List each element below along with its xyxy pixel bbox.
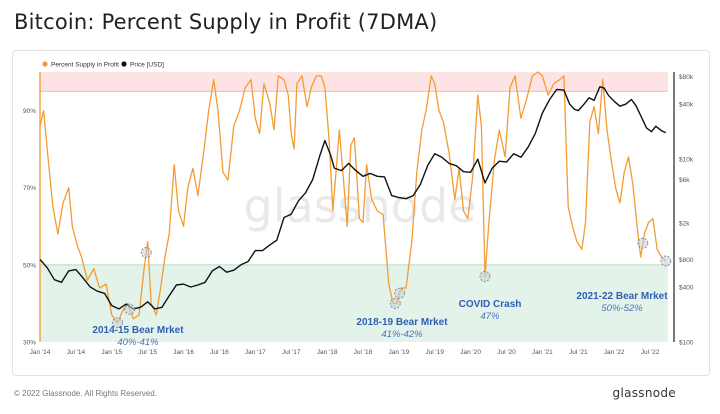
annotation-detail: 41%-42% [381, 329, 423, 340]
x-tick-label: Jul '22 [641, 349, 660, 356]
x-tick-label: Jan '17 [245, 349, 266, 356]
y-tick-label-right: $400 [679, 284, 694, 291]
bottom-markers [112, 237, 672, 329]
bottom-marker [637, 237, 649, 249]
annotation-bear-2021-22: 2021-22 Bear Mrket 50%-52% [576, 291, 668, 314]
y-tick-label-left: 70% [23, 185, 36, 192]
series-line-price [39, 86, 667, 310]
legend-dot-supply [42, 61, 48, 67]
annotation-title: COVID Crash [459, 299, 522, 310]
x-tick-label: Jul '14 [67, 349, 86, 356]
x-axis: Jan '14 Jul '14 Jan '15 Jul '15 Jan '16 Jul '… [30, 349, 660, 356]
x-tick-label: Jan '20 [460, 349, 481, 356]
annotation-bear-2014-15: 2014-15 Bear Mrket 40%-41% [92, 325, 184, 348]
x-tick-label: Jan '18 [317, 349, 338, 356]
legend-label-supply: Percent Supply in Profit [51, 62, 119, 69]
legend-dot-price [121, 61, 127, 67]
y-tick-label-right: $2k [679, 221, 690, 228]
x-tick-label: Jul '21 [569, 349, 588, 356]
x-tick-label: Jul '20 [497, 349, 516, 356]
annotation-title: 2014-15 Bear Mrket [92, 325, 184, 336]
legend: Percent Supply in Profit Price [USD] [42, 61, 164, 69]
page-title: Bitcoin: Percent Supply in Profit (7DMA) [14, 10, 438, 34]
y-axis-right: $100 $400 $800 $2k $6k $10k $40k $80k [673, 72, 694, 347]
annotation-detail: 50%-52% [601, 303, 643, 314]
bottom-marker [394, 287, 406, 299]
bottom-marker [112, 317, 123, 329]
legend-label-price: Price [USD] [130, 62, 164, 69]
bottom-marker [479, 270, 491, 282]
x-tick-label: Jul '16 [210, 349, 229, 356]
y-tick-label-right: $10k [679, 157, 694, 164]
y-tick-label-right: $40k [679, 102, 694, 109]
x-tick-label: Jul '17 [282, 349, 301, 356]
brand-logo: glassnode [612, 386, 676, 400]
x-tick-label: Jul '15 [138, 349, 157, 356]
bottom-marker [660, 255, 672, 267]
x-tick-label: Jan '16 [173, 349, 194, 356]
x-tick-label: Jan '21 [532, 349, 553, 356]
watermark: glassnode [244, 179, 477, 233]
x-tick-label: Jan '22 [604, 349, 625, 356]
copyright: © 2022 Glassnode. All Rights Reserved. [14, 389, 157, 398]
y-tick-label-left: 90% [23, 108, 36, 115]
annotation-title: 2021-22 Bear Mrket [576, 291, 668, 302]
bottom-marker [389, 297, 401, 309]
annotation-title: 2018-19 Bear Mrket [356, 317, 448, 328]
y-tick-label-right: $6k [679, 177, 690, 184]
annotation-bear-2018-19: 2018-19 Bear Mrket 41%-42% [356, 317, 448, 340]
y-tick-label-left: 30% [23, 340, 36, 347]
x-tick-label: Jan '19 [388, 349, 409, 356]
upper-zone [40, 72, 668, 92]
y-tick-label-right: $100 [679, 340, 694, 347]
y-tick-label-left: 50% [23, 262, 36, 269]
x-tick-label: Jan '15 [101, 349, 122, 356]
y-tick-label-right: $800 [679, 257, 694, 264]
y-tick-label-right: $80k [679, 74, 694, 81]
x-tick-label: Jan '14 [30, 349, 51, 356]
annotation-detail: 47% [480, 311, 500, 322]
x-tick-label: Jul '19 [425, 349, 444, 356]
bottom-marker [124, 303, 136, 315]
bottom-marker [140, 247, 152, 258]
y-axis-left: 30% 50% 70% 90% [23, 72, 41, 347]
annotation-detail: 40%-41% [117, 337, 159, 348]
annotation-covid-crash: COVID Crash 47% [459, 299, 522, 322]
x-tick-label: Jul '18 [354, 349, 373, 356]
